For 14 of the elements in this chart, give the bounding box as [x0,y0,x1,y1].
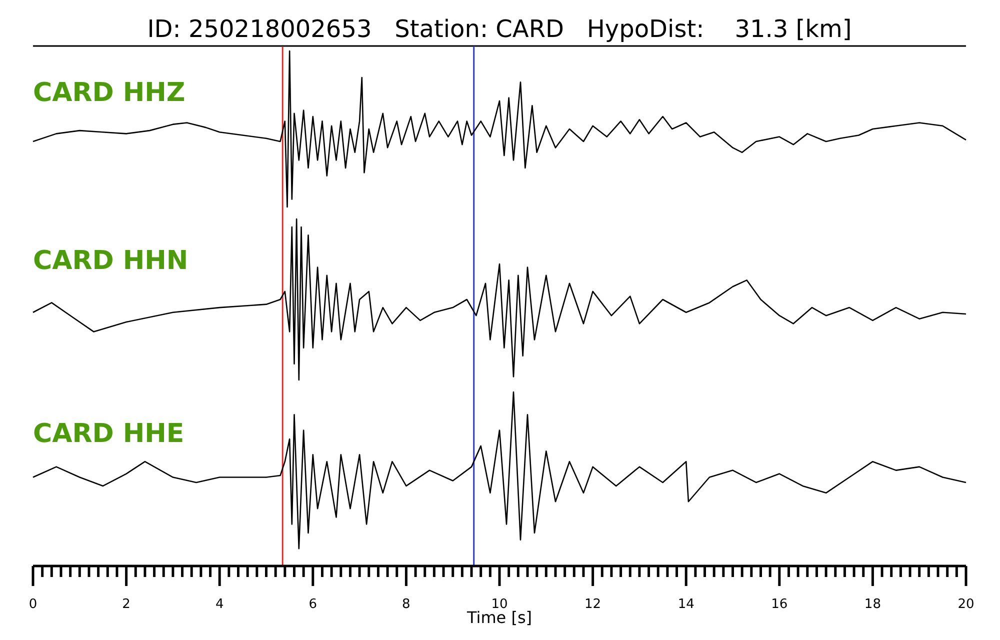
chart-title: ID: 250218002653 Station: CARD HypoDist: 31.3 [km] [147,15,852,43]
x-tick-label: 20 [958,597,974,612]
x-tick-label: 0 [28,597,38,612]
series-label: CARD HHE [33,419,184,449]
series-label: CARD HHZ [33,78,186,108]
series-label: CARD HHN [33,246,188,276]
x-tick-label: 16 [771,597,788,612]
x-tick-label: 2 [122,597,130,612]
x-tick-label: 18 [864,597,881,612]
x-tick-label: 8 [402,597,410,612]
x-tick-label: 4 [215,597,224,612]
x-tick-label: 6 [308,597,318,612]
x-tick-label: 12 [584,597,602,612]
x-tick-label: 14 [678,597,694,612]
